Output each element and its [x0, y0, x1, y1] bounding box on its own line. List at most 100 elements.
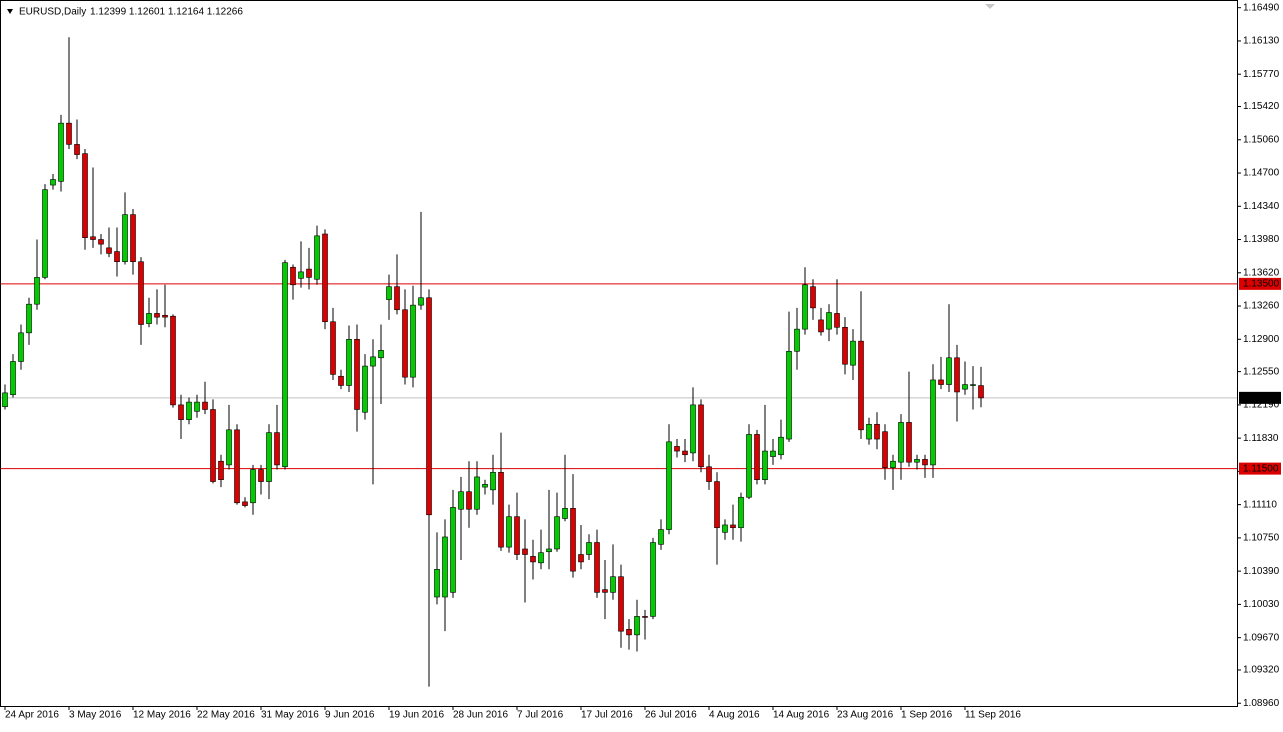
x-tick-label: 3 May 2016 — [69, 710, 122, 721]
candle-body — [514, 516, 520, 555]
candle-body — [882, 431, 888, 468]
candle-body — [522, 548, 528, 555]
candle-body — [922, 459, 928, 466]
candle-body — [410, 304, 416, 378]
y-tick-label: 1.11830 — [1243, 433, 1279, 444]
candle-body — [82, 153, 88, 238]
candle-body — [714, 481, 720, 529]
candle-body — [594, 542, 600, 593]
candle-body — [762, 450, 768, 480]
candle-body — [890, 460, 896, 468]
candle-body — [290, 266, 296, 286]
candle-body — [746, 434, 752, 498]
candle-body — [26, 303, 32, 334]
candle-body — [530, 556, 536, 563]
candle-body — [754, 434, 760, 480]
candle-body — [138, 261, 144, 325]
candle-body — [802, 284, 808, 330]
candle-body — [2, 392, 8, 408]
candle-body — [850, 340, 856, 366]
candle-body — [234, 429, 240, 504]
x-tick-label: 26 Jul 2016 — [645, 710, 697, 721]
candle-body — [978, 385, 984, 399]
candle-body — [650, 542, 656, 617]
x-tick-label: 24 Apr 2016 — [5, 710, 59, 721]
candle-body — [394, 286, 400, 311]
x-tick-label: 12 May 2016 — [133, 710, 191, 721]
candle-body — [770, 450, 776, 457]
x-tick-label: 23 Aug 2016 — [837, 710, 894, 721]
y-tick-label: 1.12190 — [1243, 400, 1280, 411]
candle-body — [658, 529, 664, 545]
candle-body — [466, 491, 472, 510]
candle-body — [34, 277, 40, 305]
candle-body — [42, 189, 48, 278]
candle-body — [354, 338, 360, 410]
candle-body — [842, 326, 848, 365]
candle-body — [866, 423, 872, 440]
candle-body — [946, 357, 952, 385]
candle-body — [482, 484, 488, 488]
candle-body — [402, 309, 408, 378]
candle-body — [218, 460, 224, 480]
candle-body — [794, 328, 800, 352]
y-tick-label: 1.12550 — [1243, 366, 1280, 377]
candle-body — [186, 401, 192, 420]
candle-body — [618, 576, 624, 632]
candle-body — [266, 432, 272, 482]
candle-body — [674, 446, 680, 452]
y-tick-label: 1.10390 — [1243, 566, 1280, 577]
y-tick-label: 1.15770 — [1243, 69, 1280, 80]
symbol-label: EURUSD,Daily — [19, 7, 86, 18]
x-tick-label: 17 Jul 2016 — [581, 710, 633, 721]
candle-body — [834, 313, 840, 328]
candle-body — [586, 542, 592, 555]
candle-body — [826, 312, 832, 330]
candle-body — [210, 409, 216, 482]
candle-body — [706, 466, 712, 482]
candle-body — [562, 508, 568, 519]
y-tick-label: 1.15060 — [1243, 134, 1280, 145]
candle-body — [58, 122, 64, 182]
y-tick-label: 1.10030 — [1243, 599, 1280, 610]
menu-arrow[interactable] — [7, 9, 13, 14]
x-tick-label: 7 Jul 2016 — [517, 710, 564, 721]
candle-body — [610, 576, 616, 593]
candle-body — [810, 286, 816, 309]
candle-body — [18, 332, 24, 362]
candle-body — [458, 491, 464, 510]
x-tick-label: 28 Jun 2016 — [453, 710, 508, 721]
candle-body — [554, 516, 560, 550]
candle-body — [242, 501, 248, 506]
level-box — [1239, 462, 1281, 475]
candle-body — [578, 554, 584, 563]
candle-body — [250, 469, 256, 504]
level-label: 1.11500 — [1243, 463, 1279, 474]
candle-body — [602, 589, 608, 593]
candle-body — [370, 356, 376, 367]
y-tick-label: 1.11110 — [1243, 499, 1277, 510]
candle-body — [538, 552, 544, 564]
candle-body — [362, 365, 368, 413]
x-tick-label: 22 May 2016 — [197, 710, 255, 721]
y-tick-label: 1.15420 — [1243, 101, 1280, 112]
candle-body — [274, 432, 280, 466]
x-tick-label: 9 Jun 2016 — [325, 710, 375, 721]
candle-body — [498, 472, 504, 548]
candle-body — [202, 401, 208, 410]
candle-body — [938, 379, 944, 385]
candle-body — [778, 436, 784, 456]
y-tick-label: 1.13260 — [1243, 301, 1280, 312]
candle-body — [282, 262, 288, 468]
candle-body — [74, 144, 80, 155]
candle-body — [434, 568, 440, 598]
candle-body — [898, 422, 904, 463]
y-tick-label: 1.13620 — [1243, 267, 1280, 278]
candle-body — [106, 247, 112, 254]
level-label: 1.13500 — [1243, 279, 1280, 290]
candle-body — [546, 548, 552, 553]
candle-body — [858, 340, 864, 431]
candle-body — [930, 379, 936, 466]
candle-body — [154, 313, 160, 318]
